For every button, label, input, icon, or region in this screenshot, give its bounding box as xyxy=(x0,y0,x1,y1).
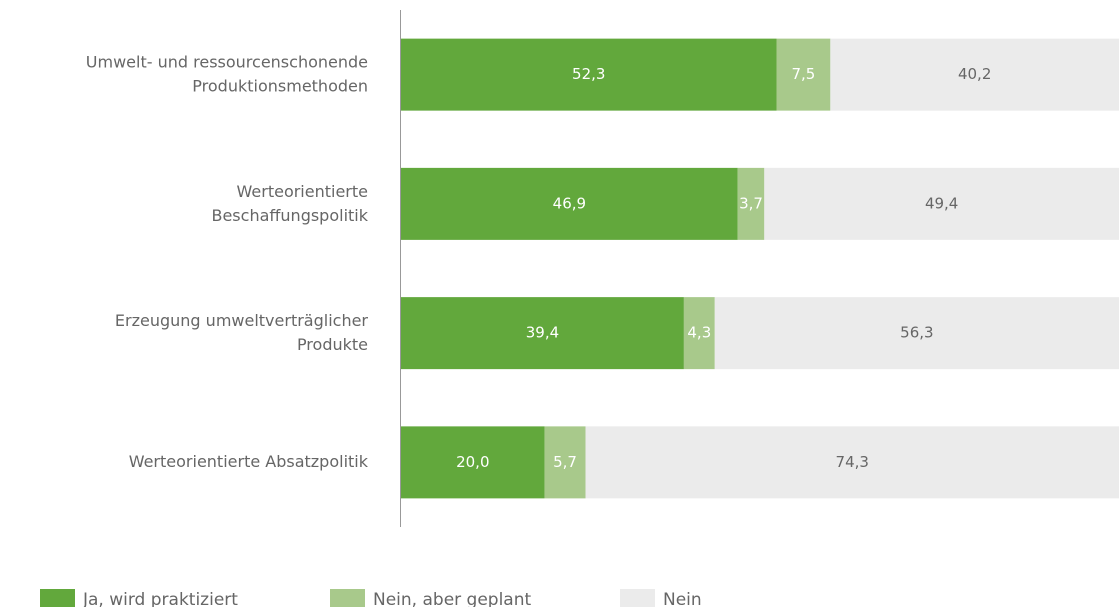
legend-label: Nein xyxy=(663,590,702,607)
value-label: 74,3 xyxy=(836,453,869,471)
category-label-line: Produkte xyxy=(297,335,368,354)
value-label: 49,4 xyxy=(925,194,958,212)
category-label-line: Umwelt- und ressourcenschonende xyxy=(86,52,368,71)
value-label: 20,0 xyxy=(456,453,489,471)
bar-segment xyxy=(764,167,1119,240)
category-label-line: Erzeugung umweltverträglicher xyxy=(115,311,369,330)
bar-segment xyxy=(776,38,831,111)
bar-segment xyxy=(401,167,738,240)
value-label: 40,2 xyxy=(958,65,991,83)
value-label: 3,7 xyxy=(739,194,763,212)
value-label: 4,3 xyxy=(687,324,711,342)
category-label: Umwelt- und ressourcenschonende Produktio… xyxy=(86,52,368,95)
value-label: 5,7 xyxy=(553,453,577,471)
category-label-line: Werteorientierte xyxy=(237,181,368,200)
category-label: Werteorientierte Absatzpolitik xyxy=(129,452,369,471)
category-label-line: Beschaffungspolitik xyxy=(211,205,368,224)
bar-segment xyxy=(737,167,765,240)
value-label: 46,9 xyxy=(553,194,586,212)
legend-swatch xyxy=(620,589,655,607)
value-label: 39,4 xyxy=(526,324,559,342)
bar-segment xyxy=(585,426,1119,499)
category-label: Werteorientierte Beschaffungspolitik xyxy=(211,181,368,224)
legend-swatch xyxy=(330,589,365,607)
legend-label: Ja, wird praktiziert xyxy=(82,590,238,607)
category-label-line: Produktionsmethoden xyxy=(192,76,368,95)
value-label: 52,3 xyxy=(572,65,605,83)
value-label: 7,5 xyxy=(792,65,816,83)
bar-segment xyxy=(714,297,1119,370)
category-label: Erzeugung umweltverträglicher Produkte xyxy=(115,311,369,354)
bar-segment xyxy=(544,426,586,499)
bar-segment xyxy=(683,297,715,370)
value-label: 56,3 xyxy=(900,324,933,342)
bar-segment xyxy=(401,426,545,499)
bar-segment xyxy=(401,297,684,370)
bar-segment xyxy=(401,38,777,111)
legend-swatch xyxy=(40,589,75,607)
legend-label: Nein, aber geplant xyxy=(373,590,531,607)
bar-segment xyxy=(830,38,1119,111)
